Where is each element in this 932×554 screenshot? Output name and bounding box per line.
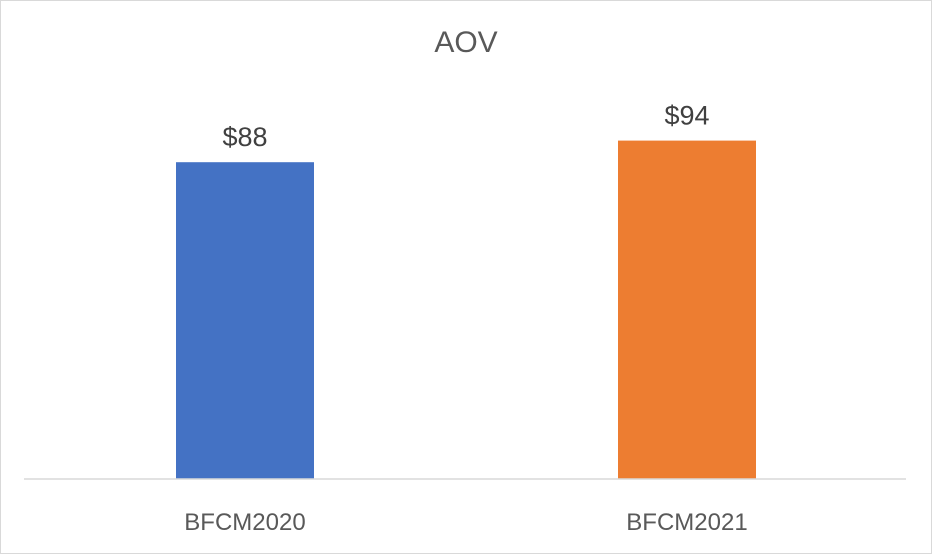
data-labels-group: $88 $94 [222, 101, 709, 153]
chart-title: AOV [434, 26, 497, 59]
bar-bfcm2020 [176, 162, 314, 479]
x-tick-label-bfcm2021: BFCM2021 [626, 509, 747, 536]
x-tick-label-bfcm2020: BFCM2020 [184, 509, 305, 536]
bar-bfcm2021 [618, 140, 756, 479]
x-tick-labels-group: BFCM2020 BFCM2021 [184, 509, 747, 536]
data-label-bfcm2021: $94 [664, 101, 709, 131]
data-label-bfcm2020: $88 [222, 122, 267, 152]
bars-group [176, 140, 756, 479]
